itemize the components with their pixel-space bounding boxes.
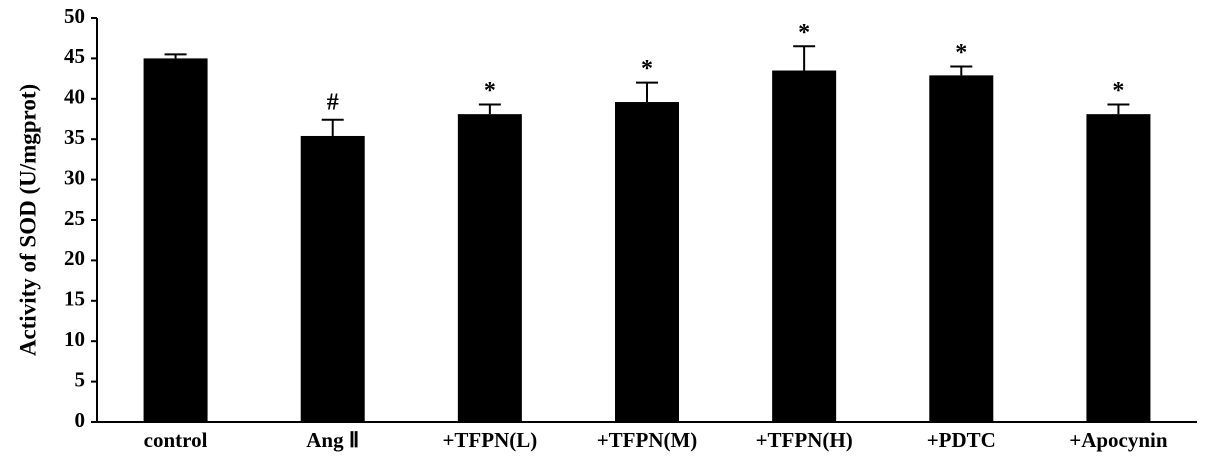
bar	[929, 75, 994, 423]
y-tick-label: 15	[64, 287, 85, 311]
y-tick-label: 30	[64, 165, 85, 189]
bar	[1086, 114, 1151, 422]
bar	[772, 70, 837, 423]
y-tick-label: 25	[64, 206, 85, 230]
x-tick-label: +TFPN(M)	[597, 428, 698, 452]
annotation: *	[641, 56, 653, 82]
annotation: *	[798, 20, 810, 46]
y-tick-label: 45	[64, 44, 85, 68]
x-tick-label: control	[144, 428, 208, 452]
y-tick-label: 20	[64, 246, 85, 270]
bar	[457, 114, 522, 422]
x-tick-label: +PDTC	[927, 428, 996, 452]
bar	[143, 58, 208, 423]
y-tick-label: 40	[64, 85, 85, 109]
y-tick-label: 35	[64, 125, 85, 149]
bar	[300, 135, 365, 422]
x-tick-label: +TFPN(L)	[442, 428, 537, 452]
x-tick-label: +TFPN(H)	[756, 428, 853, 452]
annotation: *	[955, 40, 967, 66]
annotation: *	[1112, 78, 1124, 104]
bar	[615, 102, 679, 423]
x-tick-label: Ang Ⅱ	[306, 428, 359, 452]
y-tick-label: 5	[75, 367, 86, 391]
x-tick-label: +Apocynin	[1069, 428, 1168, 452]
annotation: #	[327, 89, 339, 115]
annotation: *	[484, 78, 496, 104]
y-tick-label: 0	[75, 408, 86, 432]
y-tick-label: 50	[64, 4, 85, 28]
y-axis-label: Activity of SOD (U/mgprot)	[15, 84, 40, 356]
y-tick-label: 10	[64, 327, 85, 351]
